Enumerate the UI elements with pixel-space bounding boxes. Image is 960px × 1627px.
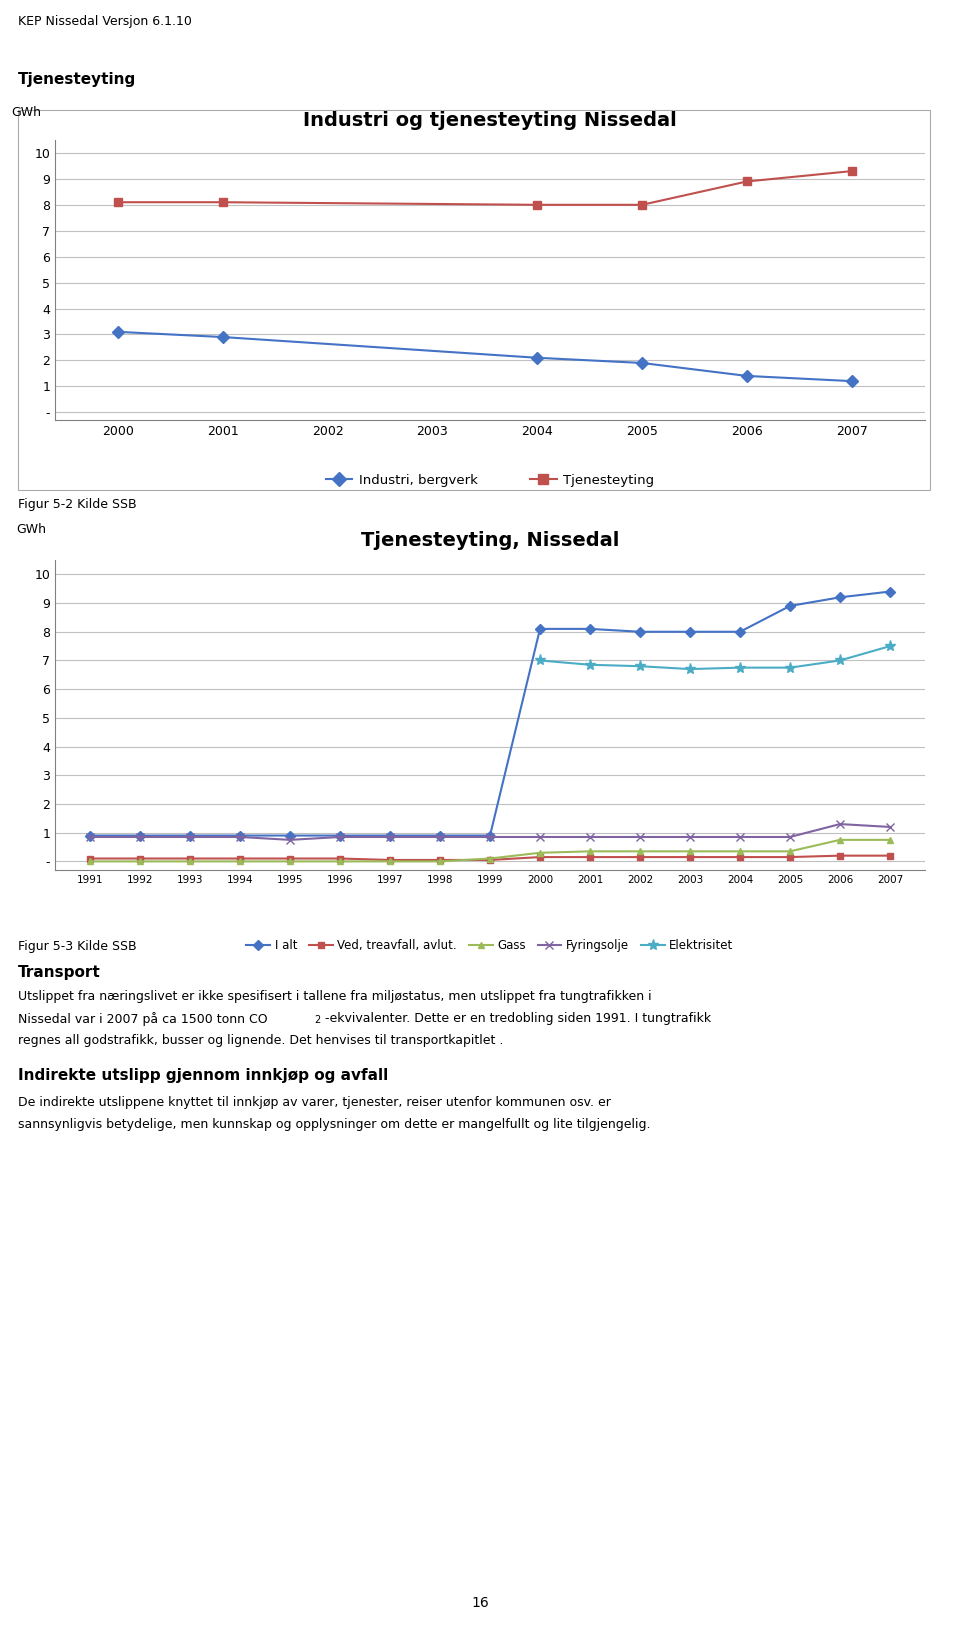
Text: GWh: GWh: [12, 106, 41, 119]
Text: 16: 16: [471, 1596, 489, 1611]
Title: Industri og tjenesteyting Nissedal: Industri og tjenesteyting Nissedal: [303, 111, 677, 130]
Text: sannsynligvis betydelige, men kunnskap og opplysninger om dette er mangelfullt o: sannsynligvis betydelige, men kunnskap o…: [18, 1118, 651, 1131]
Legend: Industri, bergverk, Tjenesteyting: Industri, bergverk, Tjenesteyting: [321, 469, 660, 491]
Legend: I alt, Ved, treavfall, avlut., Gass, Fyringsolje, Elektrisitet: I alt, Ved, treavfall, avlut., Gass, Fyr…: [242, 934, 738, 957]
Text: Figur 5-2 Kilde SSB: Figur 5-2 Kilde SSB: [18, 498, 136, 511]
Title: Tjenesteyting, Nissedal: Tjenesteyting, Nissedal: [361, 530, 619, 550]
Text: Indirekte utslipp gjennom innkjøp og avfall: Indirekte utslipp gjennom innkjøp og avf…: [18, 1067, 388, 1084]
Text: De indirekte utslippene knyttet til innkjøp av varer, tjenester, reiser utenfor : De indirekte utslippene knyttet til innk…: [18, 1097, 611, 1110]
Text: regnes all godstrafikk, busser og lignende. Det henvises til transportkapitlet .: regnes all godstrafikk, busser og lignen…: [18, 1035, 503, 1048]
Text: 2: 2: [314, 1015, 321, 1025]
Text: Figur 5-3 Kilde SSB: Figur 5-3 Kilde SSB: [18, 940, 136, 953]
Text: GWh: GWh: [16, 522, 46, 535]
Text: Nissedal var i 2007 på ca 1500 tonn CO: Nissedal var i 2007 på ca 1500 tonn CO: [18, 1012, 268, 1027]
Text: KEP Nissedal Versjon 6.1.10: KEP Nissedal Versjon 6.1.10: [18, 15, 192, 28]
Text: Utslippet fra næringslivet er ikke spesifisert i tallene fra miljøstatus, men ut: Utslippet fra næringslivet er ikke spesi…: [18, 989, 652, 1002]
Text: Tjenesteyting: Tjenesteyting: [18, 72, 136, 86]
Text: Transport: Transport: [18, 965, 101, 979]
Text: -ekvivalenter. Dette er en tredobling siden 1991. I tungtrafikk: -ekvivalenter. Dette er en tredobling si…: [325, 1012, 711, 1025]
